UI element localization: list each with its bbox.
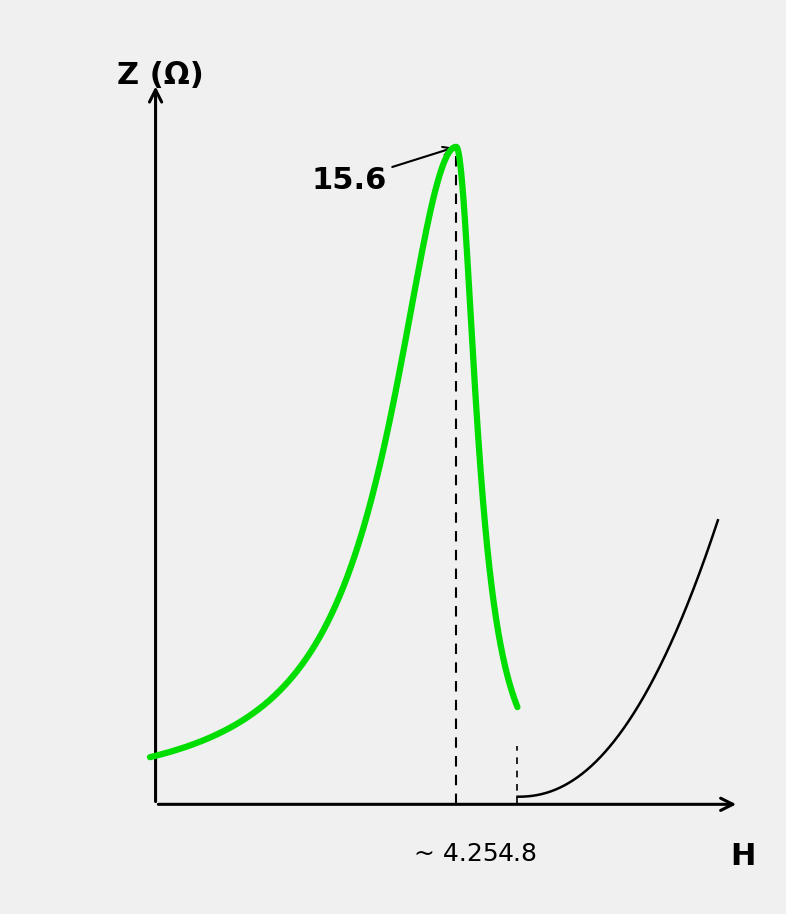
Text: H: H [730, 843, 755, 871]
Text: 4.8: 4.8 [498, 843, 538, 866]
Text: 15.6: 15.6 [311, 147, 451, 195]
Text: Z (Ω): Z (Ω) [116, 61, 204, 90]
Text: ~ 4.25: ~ 4.25 [414, 843, 498, 866]
